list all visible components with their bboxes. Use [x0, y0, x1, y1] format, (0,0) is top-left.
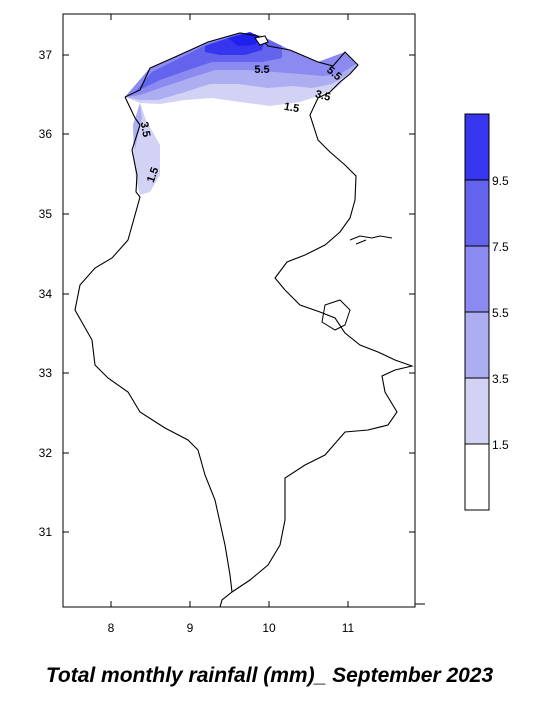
- map-caption: Total monthly rainfall (mm)_ September 2…: [45, 664, 494, 687]
- y-tick-label: 35: [39, 207, 53, 221]
- legend-label: 7.5: [492, 240, 509, 254]
- kerkennah-islands: [349, 235, 393, 245]
- tunisia-outline: [124, 32, 414, 608]
- contour-label: 3.5: [314, 88, 332, 104]
- y-tick-label: 34: [39, 287, 53, 301]
- legend-swatch: [464, 311, 490, 379]
- x-axis-ticks: [110, 14, 425, 607]
- legend-swatch: [464, 443, 490, 511]
- legend-label: 3.5: [492, 372, 509, 386]
- band-5-5: [125, 33, 356, 97]
- legend-label: 1.5: [492, 438, 509, 452]
- x-tick-label: 9: [187, 621, 194, 635]
- x-tick-label: 10: [262, 621, 276, 635]
- x-tick-label: 11: [342, 621, 355, 635]
- x-tick-label: 8: [108, 621, 115, 635]
- y-tick-label: 36: [39, 127, 53, 141]
- y-tick-label: 33: [39, 366, 53, 380]
- y-axis-ticks: [63, 54, 415, 533]
- legend-label: 5.5: [492, 306, 509, 320]
- zembra-island: [254, 35, 269, 46]
- contour-label: 5.5: [254, 64, 269, 76]
- y-tick-label: 32: [39, 446, 53, 460]
- djerba-island: [321, 299, 351, 331]
- legend-swatch: [464, 113, 490, 181]
- y-tick-label: 31: [39, 525, 53, 539]
- legend-swatch: [464, 179, 490, 247]
- legend-label: 9.5: [492, 174, 509, 188]
- legend-swatch: [464, 245, 490, 313]
- western-border: [74, 96, 233, 593]
- contour-label: 1.5: [283, 101, 300, 115]
- contour-label: 3.5: [138, 121, 152, 138]
- contour-label: 1.5: [145, 166, 162, 184]
- map-frame: [62, 13, 416, 608]
- legend-colorbar: [464, 113, 490, 511]
- y-tick-label: 37: [39, 48, 53, 62]
- rainfall-shading: [125, 32, 358, 195]
- legend-swatch: [464, 377, 490, 445]
